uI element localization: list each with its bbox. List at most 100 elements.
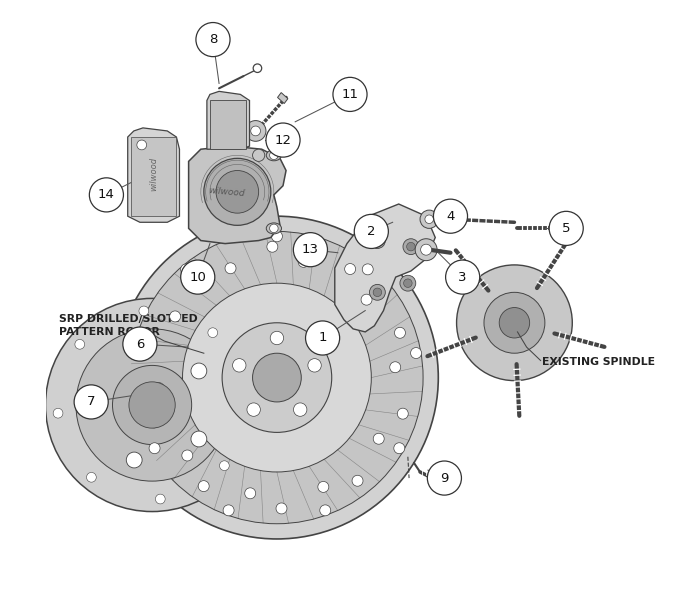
Circle shape [149,443,160,454]
Text: 8: 8 [209,33,217,46]
Circle shape [208,328,218,337]
Circle shape [191,269,202,280]
Circle shape [344,264,356,275]
Circle shape [253,353,301,402]
Circle shape [122,327,157,361]
Circle shape [293,403,307,417]
Polygon shape [277,93,288,104]
Text: EXISTING SPINDLE: EXISTING SPINDLE [542,357,655,367]
Circle shape [241,392,251,401]
Polygon shape [188,146,286,244]
Circle shape [86,397,102,413]
Circle shape [220,461,230,471]
Circle shape [139,306,148,316]
Circle shape [370,233,385,248]
Text: 6: 6 [136,337,144,351]
Circle shape [87,473,97,482]
Circle shape [370,284,385,300]
Text: 3: 3 [458,270,467,284]
Circle shape [411,348,421,359]
Text: 12: 12 [274,133,291,147]
Circle shape [146,336,157,347]
Circle shape [253,149,265,161]
Circle shape [181,260,215,294]
Circle shape [126,452,142,468]
Text: 2: 2 [367,225,376,238]
Circle shape [293,233,328,267]
Circle shape [132,348,144,359]
Circle shape [270,331,284,345]
Circle shape [116,216,438,539]
Circle shape [398,408,408,419]
Circle shape [354,214,388,248]
Circle shape [270,224,278,233]
Circle shape [136,140,146,150]
Circle shape [267,241,278,252]
Text: 9: 9 [440,471,449,485]
Circle shape [76,329,228,481]
Circle shape [361,294,372,305]
Circle shape [251,126,260,136]
Circle shape [433,199,468,233]
Text: 13: 13 [302,243,319,256]
Circle shape [333,77,367,111]
Circle shape [421,244,432,255]
Circle shape [352,475,363,486]
Circle shape [420,210,438,228]
Circle shape [198,481,209,491]
Circle shape [266,123,300,157]
Circle shape [245,121,266,141]
Text: SRP DRILLED/SLOTTED
PATTERN ROTOR: SRP DRILLED/SLOTTED PATTERN ROTOR [59,314,197,337]
Circle shape [46,298,258,512]
Ellipse shape [266,150,281,161]
Circle shape [153,382,164,393]
Circle shape [305,321,340,355]
Circle shape [276,503,287,514]
Text: wilwood: wilwood [149,157,158,191]
Circle shape [373,236,382,245]
Circle shape [183,283,371,472]
Circle shape [318,481,329,492]
Circle shape [129,382,175,428]
Circle shape [403,239,419,255]
Circle shape [216,171,259,213]
Ellipse shape [266,223,281,234]
Circle shape [407,242,415,251]
Circle shape [456,265,573,381]
Text: 14: 14 [98,188,115,202]
Circle shape [232,359,246,372]
Circle shape [75,339,85,349]
Circle shape [308,359,321,372]
Circle shape [270,151,278,160]
Circle shape [253,64,262,72]
Circle shape [148,417,160,428]
Circle shape [373,433,384,444]
Circle shape [415,239,437,261]
Circle shape [245,488,255,499]
Circle shape [53,409,63,418]
Circle shape [191,431,206,447]
Circle shape [181,264,192,275]
Polygon shape [127,128,179,222]
Circle shape [223,505,234,516]
Polygon shape [207,91,249,149]
Circle shape [404,279,412,287]
Circle shape [390,362,400,373]
Text: 11: 11 [342,88,358,101]
Circle shape [394,443,405,454]
Circle shape [90,178,123,212]
Circle shape [247,403,260,417]
Circle shape [131,231,423,524]
Circle shape [182,450,192,461]
Circle shape [169,311,181,322]
Circle shape [363,264,373,275]
Circle shape [74,385,108,419]
Circle shape [225,263,236,274]
Circle shape [272,231,282,242]
Circle shape [298,256,309,267]
Text: 5: 5 [562,222,570,235]
Text: wilwood: wilwood [209,186,246,198]
Circle shape [155,494,165,504]
Polygon shape [335,204,435,332]
Polygon shape [210,100,246,149]
